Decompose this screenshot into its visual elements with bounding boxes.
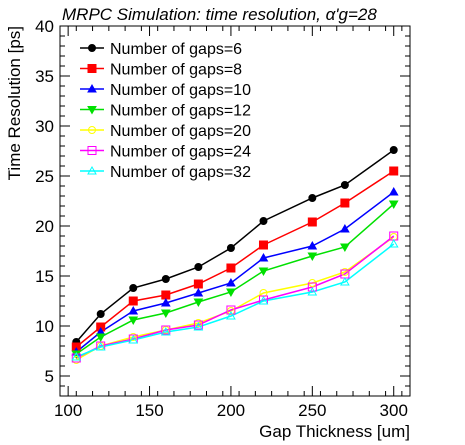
axis-ticks: 100 150 200 250 300 5 10 15 20 25 30 35 40 — [35, 17, 410, 420]
data-point — [307, 240, 318, 250]
data-point — [194, 263, 203, 271]
legend-marker — [87, 106, 97, 115]
data-point — [340, 276, 350, 286]
y-tick-label: 35 — [35, 67, 54, 86]
data-point — [308, 194, 317, 202]
legend-marker — [88, 126, 96, 134]
series-line-0 — [75, 149, 395, 343]
data-point — [96, 310, 105, 318]
series-line-3 — [75, 203, 395, 355]
series-markers — [71, 146, 399, 364]
data-point — [259, 217, 268, 225]
data-point — [160, 309, 171, 319]
data-point — [226, 305, 236, 315]
data-point — [388, 186, 399, 196]
data-point — [193, 279, 203, 289]
series-line-6 — [75, 243, 395, 358]
x-tick-label: 150 — [135, 401, 163, 420]
data-point — [193, 320, 203, 330]
data-point — [161, 290, 171, 300]
legend-entry: Number of gaps=8 — [110, 62, 242, 79]
data-point — [161, 275, 170, 283]
x-axis-label: Gap Thickness [um] — [259, 422, 410, 441]
data-point — [161, 325, 171, 335]
data-point — [193, 287, 204, 297]
legend-marker — [87, 146, 97, 155]
legend: Number of gaps=6 Number of gaps=8 Number o… — [80, 41, 251, 181]
data-point — [226, 263, 236, 273]
y-axis-label: Time Resolution [ps] — [5, 26, 24, 180]
data-point — [160, 297, 171, 307]
data-point — [389, 166, 399, 176]
data-point — [307, 217, 317, 227]
data-point — [389, 146, 398, 154]
legend-entry: Number of gaps=10 — [110, 82, 251, 99]
x-tick-label: 300 — [380, 401, 408, 420]
legend-entry: Number of gaps=24 — [110, 144, 251, 161]
data-point — [193, 321, 204, 331]
y-tick-label: 15 — [35, 267, 54, 286]
series-line-2 — [75, 191, 395, 353]
legend-entry: Number of gaps=6 — [110, 41, 242, 58]
data-point — [340, 198, 350, 208]
data-point — [226, 244, 235, 252]
data-point — [340, 243, 350, 253]
series-line-5 — [75, 235, 395, 359]
data-point — [258, 252, 269, 262]
data-point — [258, 240, 268, 250]
data-point — [95, 341, 106, 351]
legend-entry: Number of gaps=32 — [110, 164, 251, 181]
data-point — [258, 295, 269, 305]
legend-entry: Number of gaps=20 — [110, 123, 251, 140]
y-tick-label: 20 — [35, 217, 54, 236]
data-point — [160, 326, 171, 336]
data-point — [307, 286, 318, 296]
data-point — [128, 316, 139, 326]
data-point — [388, 238, 399, 248]
data-point — [307, 282, 317, 292]
data-point — [193, 298, 204, 308]
series-line-1 — [75, 170, 395, 348]
y-tick-label: 5 — [45, 367, 54, 386]
data-point — [129, 284, 138, 292]
data-point — [95, 333, 106, 343]
legend-marker — [87, 64, 97, 73]
legend-marker — [87, 83, 97, 93]
data-point — [388, 200, 399, 210]
chart-title: MRPC Simulation: time resolution, α'g=28 — [62, 5, 377, 24]
x-tick-label: 250 — [298, 401, 326, 420]
plot-frame — [59, 25, 411, 397]
y-tick-label: 10 — [35, 317, 54, 336]
data-point — [226, 310, 236, 320]
series-lines — [75, 149, 395, 361]
data-point — [71, 351, 82, 361]
y-tick-label: 40 — [35, 17, 54, 36]
data-point — [226, 277, 236, 287]
data-point — [258, 267, 269, 277]
data-point — [128, 296, 138, 306]
x-tick-label: 200 — [217, 401, 245, 420]
data-point — [128, 334, 139, 344]
data-point — [307, 252, 318, 262]
legend-marker — [88, 44, 96, 52]
data-point — [226, 288, 236, 298]
legend-entry: Number of gaps=12 — [110, 103, 251, 120]
y-tick-label: 30 — [35, 117, 54, 136]
data-point — [340, 181, 349, 189]
x-tick-label: 100 — [54, 401, 82, 420]
data-point — [128, 305, 139, 315]
y-tick-label: 25 — [35, 167, 54, 186]
legend-marker — [87, 165, 97, 175]
data-point — [340, 223, 350, 233]
